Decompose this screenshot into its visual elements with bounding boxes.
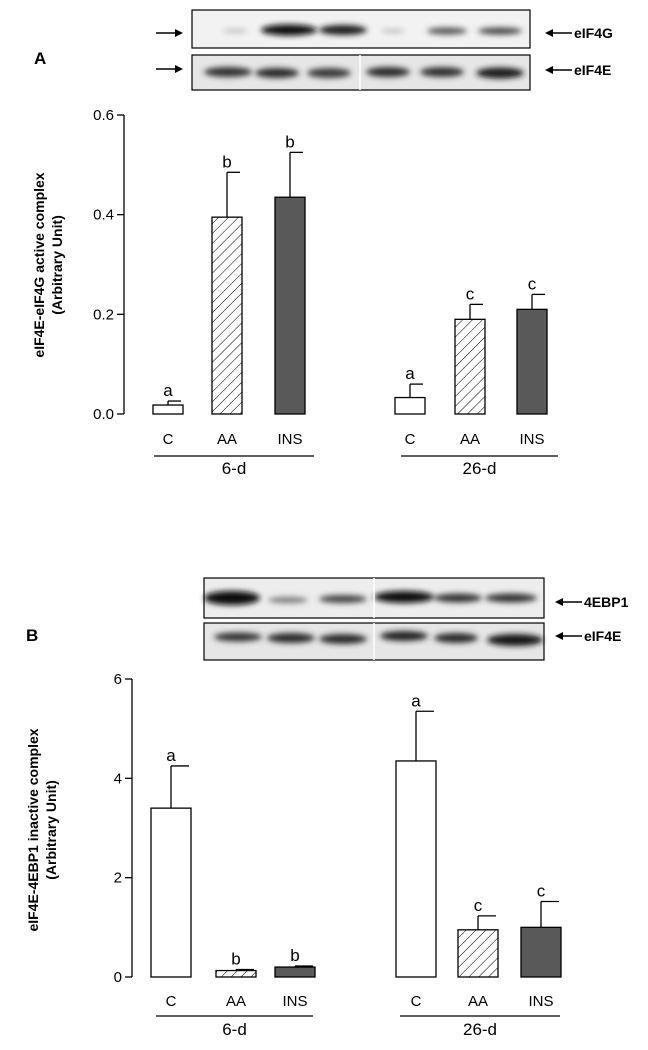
arrow-right-eif4g-icon: [545, 29, 572, 37]
significance-letter: b: [290, 946, 299, 965]
blot-label-eif4g: eIF4G: [574, 25, 613, 41]
significance-letter: c: [474, 896, 483, 915]
significance-letter: c: [537, 882, 546, 901]
x-tick-label: C: [163, 431, 174, 448]
group-label: 6-d: [222, 459, 247, 478]
y-tick-label: 4: [114, 770, 122, 787]
blot-bands-4ebp1: [204, 591, 537, 605]
bar: [395, 760, 437, 978]
x-tick-label: AA: [468, 993, 488, 1010]
y-tick-label: 0: [114, 969, 122, 986]
x-tick-label: C: [166, 993, 177, 1010]
y-tick-label: 2: [114, 870, 122, 887]
x-tick-label: INS: [519, 431, 544, 448]
significance-letter: a: [411, 691, 421, 710]
y-tick-label: 6: [114, 671, 122, 688]
significance-letter: b: [285, 132, 294, 151]
bar: [457, 929, 499, 978]
panel-b: B: [25, 577, 629, 1039]
x-tick-label: AA: [217, 431, 237, 448]
panel-a: A: [31, 9, 613, 478]
bar: [394, 396, 426, 415]
y-axis-label-b-unit: (Arbitrary Unit): [43, 780, 59, 880]
panel-a-letter: A: [34, 49, 46, 68]
x-tick-label: AA: [460, 431, 480, 448]
significance-letter: a: [405, 364, 415, 383]
significance-letter: a: [166, 746, 176, 765]
arrow-right-eif4e-icon: [545, 66, 572, 74]
group-label: 6-d: [222, 1020, 247, 1039]
significance-letter: b: [222, 152, 231, 171]
bar-chart-a: 0.0 0.2 0.4 0.6 a Cb AA b INS 6-d a Cc AA c INS 26-d: [93, 107, 558, 478]
bar: [274, 966, 316, 978]
y-axis-label-b: eIF4E-4EBP1 inactive complex: [25, 728, 41, 931]
y-tick-label: 0.4: [93, 207, 114, 224]
arrow-left-eif4g-icon: [156, 29, 183, 37]
significance-letter: a: [163, 381, 173, 400]
x-tick-label: C: [411, 993, 422, 1010]
y-axis-label-a: eIF4E-eIF4G active complex: [31, 172, 47, 357]
x-tick-label: INS: [282, 993, 307, 1010]
significance-letter: c: [528, 274, 537, 293]
blot-label-4ebp1: 4EBP1: [584, 594, 629, 610]
bar: [520, 926, 562, 978]
significance-letter: b: [231, 950, 240, 969]
blot-label-eif4e-a: eIF4E: [574, 62, 611, 78]
arrow-right-4ebp1-icon: [555, 598, 582, 606]
bar-chart-b: 0 2 4 6 a Cb AA b INS 6-d a Cc AA c INS 26-d: [114, 671, 562, 1039]
bar: [211, 216, 243, 415]
bar: [152, 404, 184, 415]
y-tick-label: 0.0: [93, 406, 114, 423]
group-label: 26-d: [462, 459, 496, 478]
y-axis-label-a-unit: (Arbitrary Unit): [49, 215, 65, 315]
blot-bands-eif4e-a: [204, 67, 524, 79]
x-tick-label: INS: [528, 993, 553, 1010]
western-blot-a: eIF4G eIF4E: [156, 9, 613, 91]
x-tick-label: C: [405, 431, 416, 448]
x-tick-label: AA: [226, 993, 246, 1010]
significance-letter: c: [466, 284, 475, 303]
western-blot-b: 4EBP1 eIF4E: [203, 577, 629, 661]
bar: [150, 807, 192, 978]
y-tick-label: 0.2: [93, 306, 114, 323]
bar: [274, 196, 306, 415]
panel-b-letter: B: [26, 626, 38, 645]
blot-bands-eif4g: [223, 24, 522, 36]
blot-label-eif4e-b: eIF4E: [584, 628, 621, 644]
blot-bands-eif4e-b: [214, 631, 543, 646]
bar: [215, 969, 257, 978]
bar: [454, 318, 486, 415]
arrow-left-eif4e-icon: [156, 65, 183, 73]
bar: [516, 308, 548, 415]
group-label: 26-d: [463, 1020, 497, 1039]
arrow-right-eif4e-b-icon: [555, 632, 582, 640]
x-tick-label: INS: [277, 431, 302, 448]
y-tick-label: 0.6: [93, 107, 114, 124]
